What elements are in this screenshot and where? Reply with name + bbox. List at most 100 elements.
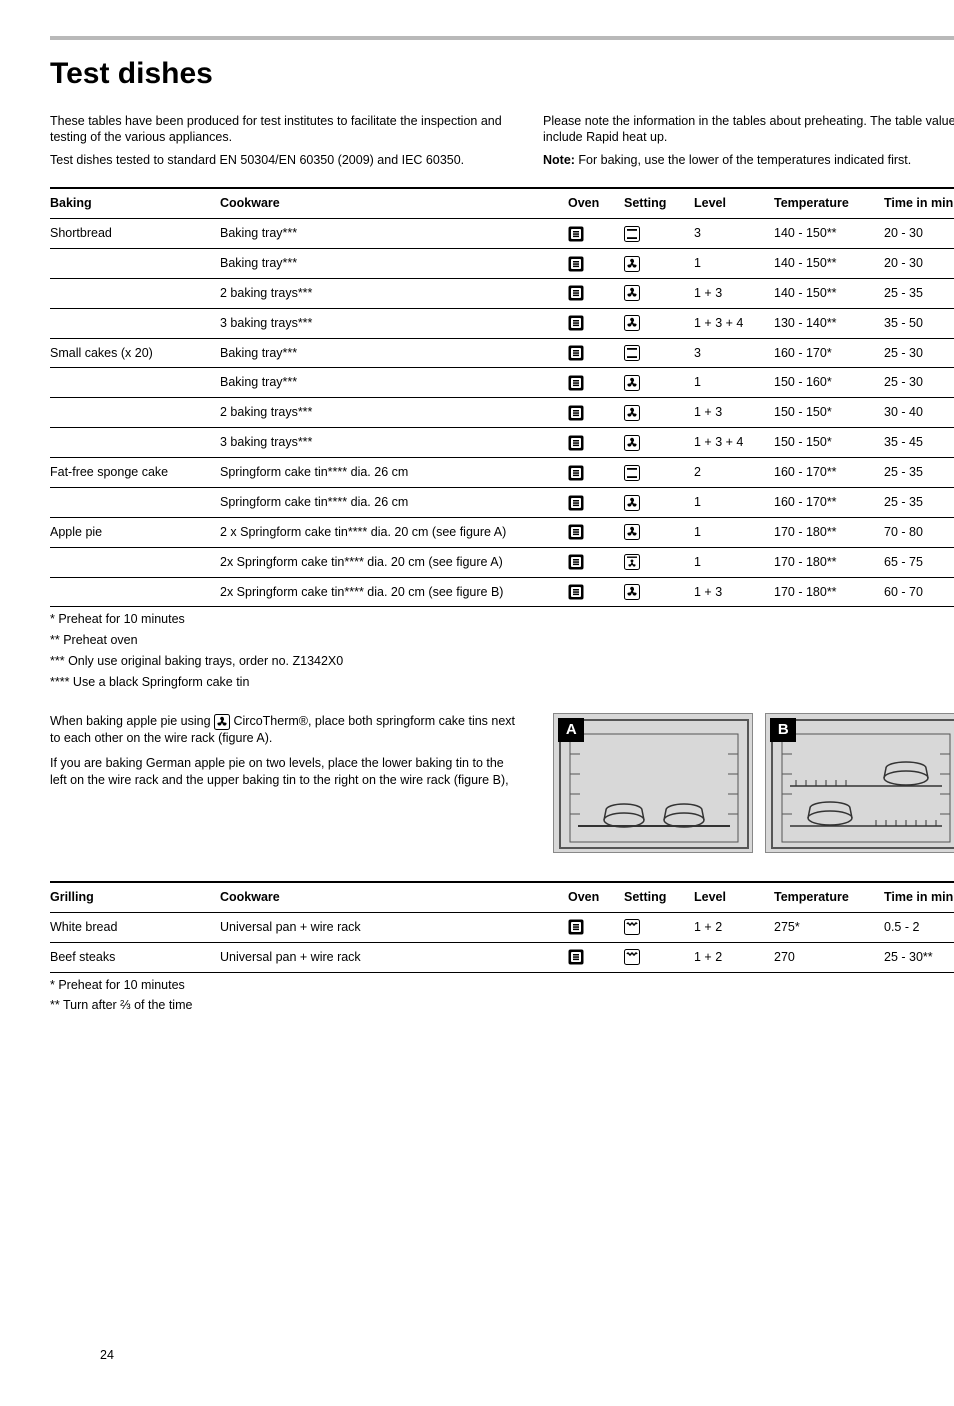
main-icon <box>568 435 584 451</box>
cell-cookware: 2 baking trays*** <box>220 278 568 308</box>
fan-icon <box>624 405 640 421</box>
cell-level: 1 + 3 + 4 <box>694 308 774 338</box>
cell-oven <box>568 428 624 458</box>
main-icon <box>568 949 584 965</box>
cell-baking: Fat-free sponge cake <box>50 458 220 488</box>
cell-oven <box>568 942 624 972</box>
main-icon <box>568 495 584 511</box>
cell-setting <box>624 428 694 458</box>
th-cookware: Cookware <box>220 188 568 218</box>
cell-cookware: 2 baking trays*** <box>220 398 568 428</box>
table-row: Springform cake tin**** dia. 26 cm1160 -… <box>50 487 954 517</box>
fan-icon <box>214 714 230 730</box>
cell-level: 3 <box>694 338 774 368</box>
mid-p1: When baking apple pie using CircoTherm®,… <box>50 713 523 747</box>
th-baking: Baking <box>50 188 220 218</box>
table-row: 2 baking trays***1 + 3150 - 150*30 - 40 <box>50 398 954 428</box>
cell-time: 20 - 30 <box>884 219 954 249</box>
cell-temp: 150 - 150* <box>774 398 884 428</box>
fan-icon <box>624 315 640 331</box>
topbottom-icon <box>624 345 640 361</box>
th-temperature: Temperature <box>774 188 884 218</box>
cell-oven <box>568 577 624 607</box>
main-icon <box>568 375 584 391</box>
figure-b: B <box>765 713 954 853</box>
footnote: ** Preheat oven <box>50 632 954 649</box>
table-row: 2 baking trays***1 + 3140 - 150**25 - 35 <box>50 278 954 308</box>
cell-level: 1 <box>694 368 774 398</box>
cell-level: 1 <box>694 487 774 517</box>
cell-temp: 170 - 180** <box>774 547 884 577</box>
cell-level: 1 <box>694 517 774 547</box>
cell-oven <box>568 338 624 368</box>
grilling-footnotes: * Preheat for 10 minutes ** Turn after ⅔… <box>50 977 954 1015</box>
cell-cookware: 3 baking trays*** <box>220 308 568 338</box>
table-row: 2x Springform cake tin**** dia. 20 cm (s… <box>50 547 954 577</box>
intro-right: Please note the information in the table… <box>543 113 954 176</box>
cell-level: 1 + 2 <box>694 942 774 972</box>
footnote: * Preheat for 10 minutes <box>50 977 954 994</box>
cell-time: 25 - 30** <box>884 942 954 972</box>
cell-cookware: Baking tray*** <box>220 248 568 278</box>
main-icon <box>568 315 584 331</box>
main-icon <box>568 345 584 361</box>
mid-p2: If you are baking German apple pie on tw… <box>50 755 523 789</box>
cell-baking: Apple pie <box>50 517 220 547</box>
grill-icon <box>624 949 640 965</box>
cell-grilling: White bread <box>50 912 220 942</box>
cell-baking <box>50 368 220 398</box>
cell-baking: Small cakes (x 20) <box>50 338 220 368</box>
cell-cookware: 2x Springform cake tin**** dia. 20 cm (s… <box>220 547 568 577</box>
cell-time: 60 - 70 <box>884 577 954 607</box>
cell-baking <box>50 398 220 428</box>
figure-a-label: A <box>558 718 584 742</box>
cell-level: 1 + 3 + 4 <box>694 428 774 458</box>
intro-left-p2: Test dishes tested to standard EN 50304/… <box>50 152 511 169</box>
th-time: Time in minutes <box>884 882 954 912</box>
cell-setting <box>624 517 694 547</box>
fanplus-icon <box>624 554 640 570</box>
main-icon <box>568 285 584 301</box>
cell-level: 1 + 3 <box>694 577 774 607</box>
note-text: For baking, use the lower of the tempera… <box>575 153 911 167</box>
cell-setting <box>624 338 694 368</box>
cell-temp: 140 - 150** <box>774 219 884 249</box>
th-level: Level <box>694 882 774 912</box>
table-row: 3 baking trays***1 + 3 + 4130 - 140**35 … <box>50 308 954 338</box>
cell-temp: 160 - 170* <box>774 338 884 368</box>
cell-setting <box>624 547 694 577</box>
fan-icon <box>624 435 640 451</box>
cell-temp: 170 - 180** <box>774 517 884 547</box>
cell-time: 25 - 35 <box>884 278 954 308</box>
table-row: Small cakes (x 20)Baking tray***3160 - 1… <box>50 338 954 368</box>
grilling-table: Grilling Cookware Oven Setting Level Tem… <box>50 881 954 973</box>
main-icon <box>568 584 584 600</box>
cell-time: 70 - 80 <box>884 517 954 547</box>
cell-cookware: Universal pan + wire rack <box>220 912 568 942</box>
cell-cookware: Universal pan + wire rack <box>220 942 568 972</box>
cell-temp: 150 - 160* <box>774 368 884 398</box>
cell-baking <box>50 577 220 607</box>
cell-temp: 130 - 140** <box>774 308 884 338</box>
cell-time: 25 - 30 <box>884 338 954 368</box>
intro-columns: These tables have been produced for test… <box>50 113 954 176</box>
mid-block: When baking apple pie using CircoTherm®,… <box>50 713 954 853</box>
table-row: ShortbreadBaking tray***3140 - 150**20 -… <box>50 219 954 249</box>
cell-oven <box>568 487 624 517</box>
page-title: Test dishes <box>50 54 954 95</box>
baking-table: Baking Cookware Oven Setting Level Tempe… <box>50 187 954 607</box>
cell-cookware: Springform cake tin**** dia. 26 cm <box>220 458 568 488</box>
cell-time: 25 - 30 <box>884 368 954 398</box>
intro-left: These tables have been produced for test… <box>50 113 511 176</box>
cell-temp: 170 - 180** <box>774 577 884 607</box>
fan-icon <box>624 584 640 600</box>
cell-time: 30 - 40 <box>884 398 954 428</box>
figures: A <box>553 713 954 853</box>
main-icon <box>568 919 584 935</box>
th-oven: Oven <box>568 882 624 912</box>
th-grilling: Grilling <box>50 882 220 912</box>
footnote: **** Use a black Springform cake tin <box>50 674 954 691</box>
intro-right-p1: Please note the information in the table… <box>543 113 954 147</box>
cell-oven <box>568 278 624 308</box>
th-temperature: Temperature <box>774 882 884 912</box>
